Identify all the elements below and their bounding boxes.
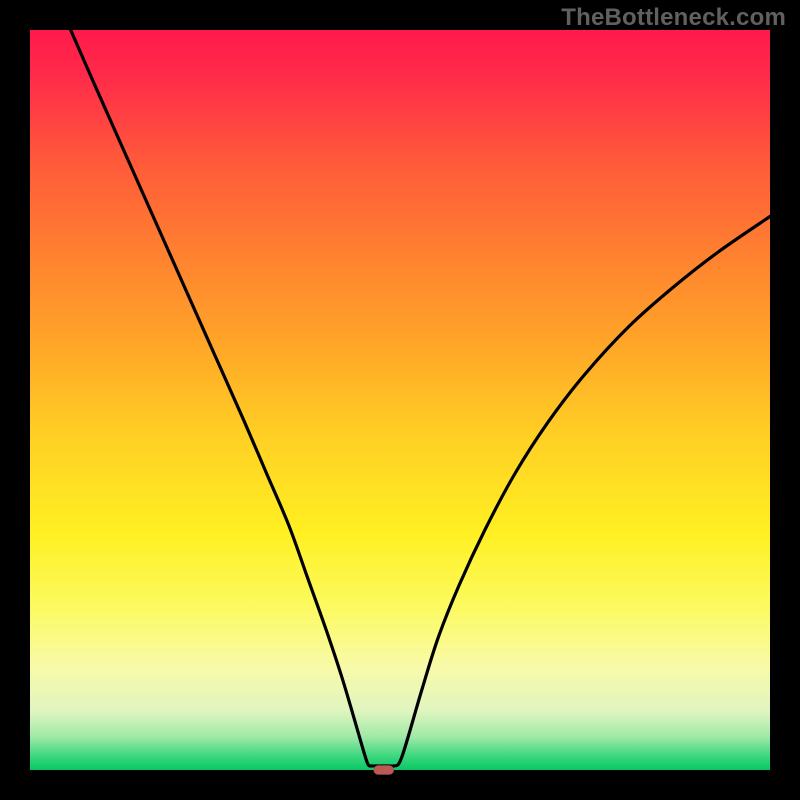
watermark-text: TheBottleneck.com xyxy=(561,4,786,32)
minimum-marker xyxy=(374,766,394,775)
chart-frame: TheBottleneck.com xyxy=(0,0,800,800)
bottleneck-chart xyxy=(0,0,800,800)
plot-background-gradient xyxy=(30,30,770,770)
